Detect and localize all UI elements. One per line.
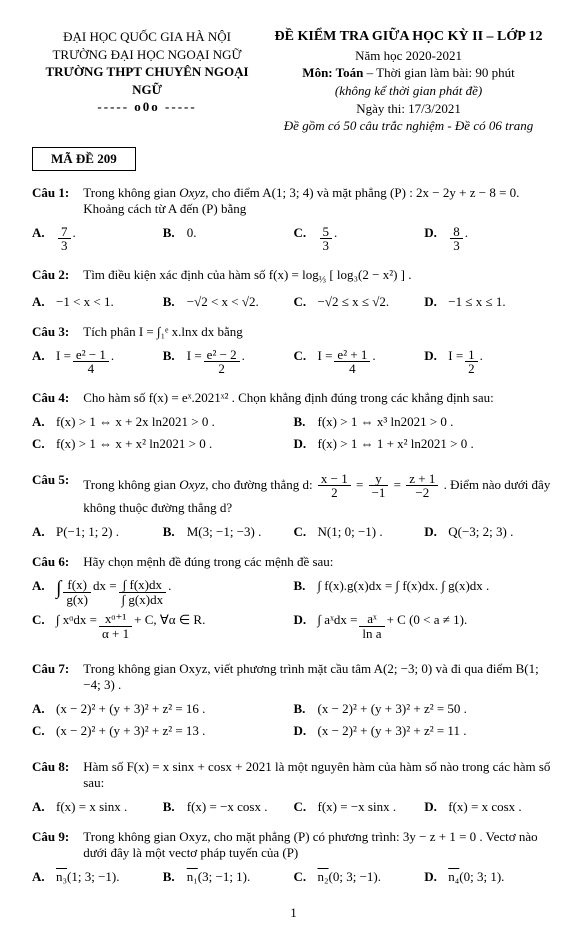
question-2: Câu 2: Tìm điều kiện xác định của hàm số… (32, 267, 555, 310)
q8-label: Câu 8: (32, 759, 80, 775)
q8-opt-d: D.f(x) = x cosx . (424, 799, 555, 815)
q2-text: Tìm điều kiện xác định của hàm số f(x) =… (83, 267, 553, 286)
header-left: ĐẠI HỌC QUỐC GIA HÀ NỘI TRƯỜNG ĐẠI HỌC N… (32, 28, 262, 135)
q6-opt-b: B.∫ f(x).g(x)dx = ∫ f(x)dx. ∫ g(x)dx . (294, 578, 556, 606)
q1-text: Trong không gian Oxyz, cho điểm A(1; 3; … (83, 185, 553, 217)
q3-label: Câu 3: (32, 324, 80, 340)
school-year: Năm học 2020-2021 (262, 47, 555, 65)
q6-opt-d: D. ∫ aˣdx = aˣln a + C (0 < a ≠ 1). (294, 612, 556, 640)
q8-opt-a: A.f(x) = x sinx . (32, 799, 163, 815)
q7-opt-c: C.(x − 2)² + (y + 3)² + z² = 13 . (32, 723, 294, 739)
q6-text: Hãy chọn mệnh đề đúng trong các mệnh đề … (83, 554, 553, 570)
question-8: Câu 8: Hàm số F(x) = x sinx + cosx + 202… (32, 759, 555, 815)
q1-opt-c: C. 53 . (294, 225, 425, 253)
school-line1: ĐẠI HỌC QUỐC GIA HÀ NỘI (32, 28, 262, 46)
subject-line: Môn: Toán – Thời gian làm bài: 90 phút (262, 64, 555, 82)
q5-label: Câu 5: (32, 472, 80, 488)
header-right: ĐỀ KIỂM TRA GIỮA HỌC KỲ II – LỚP 12 Năm … (262, 28, 555, 135)
school-line2: TRƯỜNG ĐẠI HỌC NGOẠI NGỮ (32, 46, 262, 64)
question-1: Câu 1: Trong không gian Oxyz, cho điểm A… (32, 185, 555, 253)
q5-opt-c: C.N(1; 0; −1) . (294, 524, 425, 540)
q5-opt-d: D.Q(−3; 2; 3) . (424, 524, 555, 540)
q2-opt-d: D.−1 ≤ x ≤ 1. (424, 294, 555, 310)
page-number: 1 (32, 905, 555, 921)
q9-opt-b: B.n₁(3; −1; 1). (163, 869, 294, 885)
q3-opt-a: A. I = e² − 14 . (32, 348, 163, 376)
q3-opt-c: C. I = e² + 14 . (294, 348, 425, 376)
note: (không kể thời gian phát đề) (262, 82, 555, 100)
q9-opt-c: C.n₂(0; 3; −1). (294, 869, 425, 885)
school-deco: ----- o0o ----- (32, 98, 262, 116)
q2-opt-b: B.−√2 < x < √2. (163, 294, 294, 310)
exam-meta: Đề gồm có 50 câu trắc nghiệm - Đề có 06 … (262, 117, 555, 135)
exam-date: Ngày thi: 17/3/2021 (262, 100, 555, 118)
exam-code-wrap: MÃ ĐỀ 209 (32, 135, 555, 171)
q7-opt-b: B.(x − 2)² + (y + 3)² + z² = 50 . (294, 701, 556, 717)
q1-opt-d: D. 83 . (424, 225, 555, 253)
q8-text: Hàm số F(x) = x sinx + cosx + 2021 là mộ… (83, 759, 553, 791)
q8-opt-b: B.f(x) = −x cosx . (163, 799, 294, 815)
q9-label: Câu 9: (32, 829, 80, 845)
duration: – Thời gian làm bài: 90 phút (363, 65, 514, 80)
q1-label: Câu 1: (32, 185, 80, 201)
q3-text: Tích phân I = ∫₁ᵉ x.lnx dx bằng (83, 324, 553, 340)
q4-opt-c: C.f(x) > 1 ⇔ x + x² ln2021 > 0 . (32, 436, 294, 452)
q2-label: Câu 2: (32, 267, 80, 283)
question-5: Câu 5: Trong không gian Oxyz, cho đường … (32, 472, 555, 540)
question-7: Câu 7: Trong không gian Oxyz, viết phươn… (32, 661, 555, 745)
q7-text: Trong không gian Oxyz, viết phương trình… (83, 661, 553, 693)
q7-opt-d: D.(x − 2)² + (y + 3)² + z² = 11 . (294, 723, 556, 739)
q4-opt-a: A.f(x) > 1 ⇔ x + 2x ln2021 > 0 . (32, 414, 294, 430)
q4-opt-d: D.f(x) > 1 ⇔ 1 + x² ln2021 > 0 . (294, 436, 556, 452)
exam-code: MÃ ĐỀ 209 (32, 147, 136, 171)
q1-opt-b: B.0. (163, 225, 294, 253)
q2-opt-c: C.−√2 ≤ x ≤ √2. (294, 294, 425, 310)
q9-opt-a: A.n₃(1; 3; −1). (32, 869, 163, 885)
q4-text: Cho hàm số f(x) = eˣ.2021ˣ² . Chọn khẳng… (83, 390, 553, 406)
q3-opt-d: D. I = 12 . (424, 348, 555, 376)
q5-opt-a: A.P(−1; 1; 2) . (32, 524, 163, 540)
q5-opt-b: B.M(3; −1; −3) . (163, 524, 294, 540)
school-line3: TRƯỜNG THPT CHUYÊN NGOẠI NGỮ (32, 63, 262, 98)
question-4: Câu 4: Cho hàm số f(x) = eˣ.2021ˣ² . Chọ… (32, 390, 555, 458)
page-header: ĐẠI HỌC QUỐC GIA HÀ NỘI TRƯỜNG ĐẠI HỌC N… (32, 28, 555, 135)
q7-opt-a: A.(x − 2)² + (y + 3)² + z² = 16 . (32, 701, 294, 717)
q9-text: Trong không gian Oxyz, cho mặt phẳng (P)… (83, 829, 553, 861)
q3-opt-b: B. I = e² − 22 . (163, 348, 294, 376)
q4-label: Câu 4: (32, 390, 80, 406)
q4-opt-b: B.f(x) > 1 ⇔ x³ ln2021 > 0 . (294, 414, 556, 430)
q1-opt-a: A. 73 . (32, 225, 163, 253)
q8-opt-c: C.f(x) = −x sinx . (294, 799, 425, 815)
q5-text: Trong không gian Oxyz, cho đường thẳng d… (83, 472, 553, 516)
q6-opt-c: C. ∫ xᵅdx = xᵅ⁺¹α + 1 + C, ∀α ∈ R. (32, 612, 294, 640)
question-3: Câu 3: Tích phân I = ∫₁ᵉ x.lnx dx bằng A… (32, 324, 555, 376)
q6-label: Câu 6: (32, 554, 80, 570)
exam-title: ĐỀ KIỂM TRA GIỮA HỌC KỲ II – LỚP 12 (262, 28, 555, 47)
q6-opt-a: A. ∫ f(x)g(x) dx = ∫ f(x)dx∫ g(x)dx . (32, 578, 294, 606)
q9-opt-d: D.n₄(0; 3; 1). (424, 869, 555, 885)
q2-opt-a: A.−1 < x < 1. (32, 294, 163, 310)
question-9: Câu 9: Trong không gian Oxyz, cho mặt ph… (32, 829, 555, 885)
question-6: Câu 6: Hãy chọn mệnh đề đúng trong các m… (32, 554, 555, 647)
subject: Môn: Toán (302, 65, 363, 80)
q7-label: Câu 7: (32, 661, 80, 677)
